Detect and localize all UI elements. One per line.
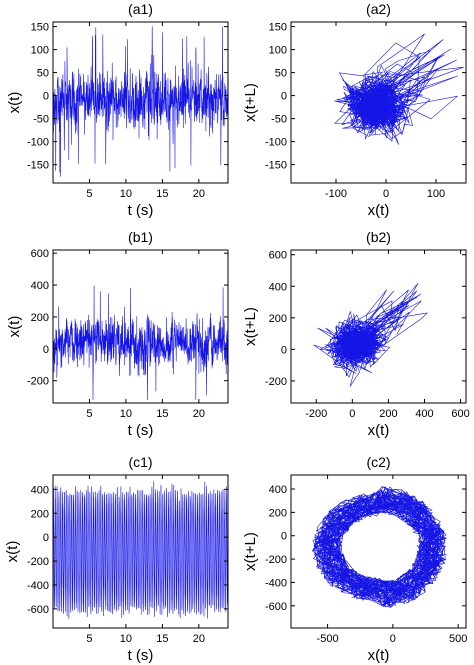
series-line-c2: [312, 486, 447, 608]
x-axis-label-b1: t (s): [128, 422, 154, 439]
y-tick-label-c1: 400: [31, 484, 49, 496]
x-axis-label-a1: t (s): [128, 202, 154, 219]
panel-a1: 5 10 15 20 150 100 50 0 -50 -100 -150 (a1) t (s) x(t): [6, 1, 229, 219]
x-tick-label-c2: 500: [449, 633, 467, 645]
y-tick-label-b2: 200: [269, 313, 287, 325]
panel-title-c1: (c1): [128, 454, 152, 470]
x-tick-label-a1: 10: [120, 188, 132, 200]
y-tick-label-b1: 600: [31, 248, 49, 260]
series-line-a2: [334, 33, 464, 145]
x-tick-label-b1: 15: [156, 408, 168, 420]
x-tick-label-a2: -100: [325, 188, 347, 200]
x-tick-label-a1: 15: [156, 188, 168, 200]
y-tick-label-a1: 50: [37, 68, 49, 80]
y-tick-label-c1: -600: [27, 604, 49, 616]
x-tick-label-c2: -500: [317, 633, 339, 645]
x-tick-label-b2: 200: [379, 408, 397, 420]
x-tick-label-a2: 100: [427, 188, 445, 200]
x-tick-label-c2: 0: [390, 633, 396, 645]
x-tick-label-c1: 10: [120, 633, 132, 645]
panel-c1: 5 10 15 20 400 200 0 -200 -400 -600 (c1) t (s) x(t): [4, 454, 229, 664]
axes-frame-c2: [290, 474, 467, 629]
panel-a2: -100 0 100 150 100 50 0 -50 -100 -150 (a2) x(t) x(t+…: [242, 1, 467, 219]
y-axis-label-c2: x(t+L): [242, 532, 259, 571]
y-tick-label-b2: 400: [269, 281, 287, 293]
y-tick-label-b2: -200: [265, 376, 287, 388]
y-tick-label-c2: -400: [265, 577, 287, 589]
y-tick-label-a2: 50: [275, 68, 287, 80]
y-tick-label-c1: -200: [27, 556, 49, 568]
panel-title-c2: (c2): [366, 454, 390, 470]
x-tick-label-b1: 5: [86, 408, 92, 420]
x-tick-label-b2: 600: [451, 408, 469, 420]
panel-title-a1: (a1): [128, 1, 153, 17]
y-tick-label-b1: -200: [27, 376, 49, 388]
panel-title-a2: (a2): [366, 1, 391, 17]
y-tick-label-a1: -150: [27, 160, 49, 172]
y-tick-label-a1: 0: [43, 91, 49, 103]
y-tick-label-a1: 100: [31, 45, 49, 57]
x-tick-label-b2: 0: [349, 408, 355, 420]
y-tick-label-c1: 200: [31, 508, 49, 520]
x-tick-label-a2: 0: [383, 188, 389, 200]
y-tick-label-a1: 150: [31, 22, 49, 34]
y-axis-label-a1: x(t): [6, 92, 23, 114]
x-tick-label-c1: 5: [86, 633, 92, 645]
x-tick-label-b1: 10: [120, 408, 132, 420]
x-tick-label-b2: -200: [305, 408, 327, 420]
x-tick-label-c1: 15: [156, 633, 168, 645]
panel-b2: -200 0 200 400 600 600 400 200 0 -200 (b2) x(t) x(t+…: [242, 229, 470, 439]
x-tick-label-b2: 400: [415, 408, 433, 420]
x-axis-label-c1: t (s): [128, 647, 154, 664]
y-tick-label-c2: 0: [281, 531, 287, 543]
axes-frame-a2: [290, 21, 467, 184]
panel-b1: 5 10 15 20 600 400 200 0 -200 (b1) t (s) x(t): [6, 229, 229, 439]
y-tick-label-b1: 200: [31, 312, 49, 324]
series-line-b2: [313, 283, 428, 387]
panel-c2: -500 0 500 400 200 0 -200 -400 -600 (c2) x(t) x(t+L…: [242, 454, 467, 664]
y-tick-label-c2: 400: [269, 484, 287, 496]
series-line-a1: [53, 26, 228, 177]
y-tick-label-c1: 0: [43, 532, 49, 544]
y-tick-label-a2: 0: [281, 91, 287, 103]
y-tick-label-b2: 600: [269, 250, 287, 262]
y-axis-label-b1: x(t): [6, 316, 23, 338]
y-tick-label-b1: 400: [31, 280, 49, 292]
y-axis-label-c1: x(t): [4, 541, 21, 563]
axes-frame-a1: [52, 21, 229, 184]
y-tick-label-a1: -100: [27, 137, 49, 149]
y-tick-label-a2: 100: [269, 45, 287, 57]
x-axis-label-a2: x(t): [368, 202, 390, 219]
y-tick-label-a2: -50: [271, 114, 287, 126]
series-line-c1: [53, 481, 228, 619]
panel-title-b2: (b2): [366, 229, 391, 245]
y-tick-label-a2: 150: [269, 22, 287, 34]
series-line-b1: [53, 285, 228, 401]
y-tick-label-a2: -100: [265, 137, 287, 149]
axes-frame-b1: [52, 249, 229, 404]
y-tick-label-c2: -600: [265, 601, 287, 613]
y-tick-label-c1: -400: [27, 580, 49, 592]
x-tick-label-a1: 20: [193, 188, 205, 200]
x-axis-label-c2: x(t): [368, 647, 390, 664]
y-tick-label-c2: 200: [269, 507, 287, 519]
y-tick-label-a2: -150: [265, 160, 287, 172]
x-tick-label-b1: 20: [193, 408, 205, 420]
y-tick-label-c2: -200: [265, 554, 287, 566]
y-tick-label-a1: -50: [33, 114, 49, 126]
y-axis-label-b2: x(t+L): [242, 307, 259, 346]
y-tick-label-b2: 0: [281, 344, 287, 356]
axes-frame-b2: [290, 249, 467, 404]
x-axis-label-b2: x(t): [368, 422, 390, 439]
x-tick-label-a1: 5: [86, 188, 92, 200]
y-tick-label-b1: 0: [43, 344, 49, 356]
x-tick-label-c1: 20: [193, 633, 205, 645]
y-axis-label-a2: x(t+L): [242, 83, 259, 122]
panel-title-b1: (b1): [128, 229, 153, 245]
axes-frame-c1: [52, 474, 229, 629]
